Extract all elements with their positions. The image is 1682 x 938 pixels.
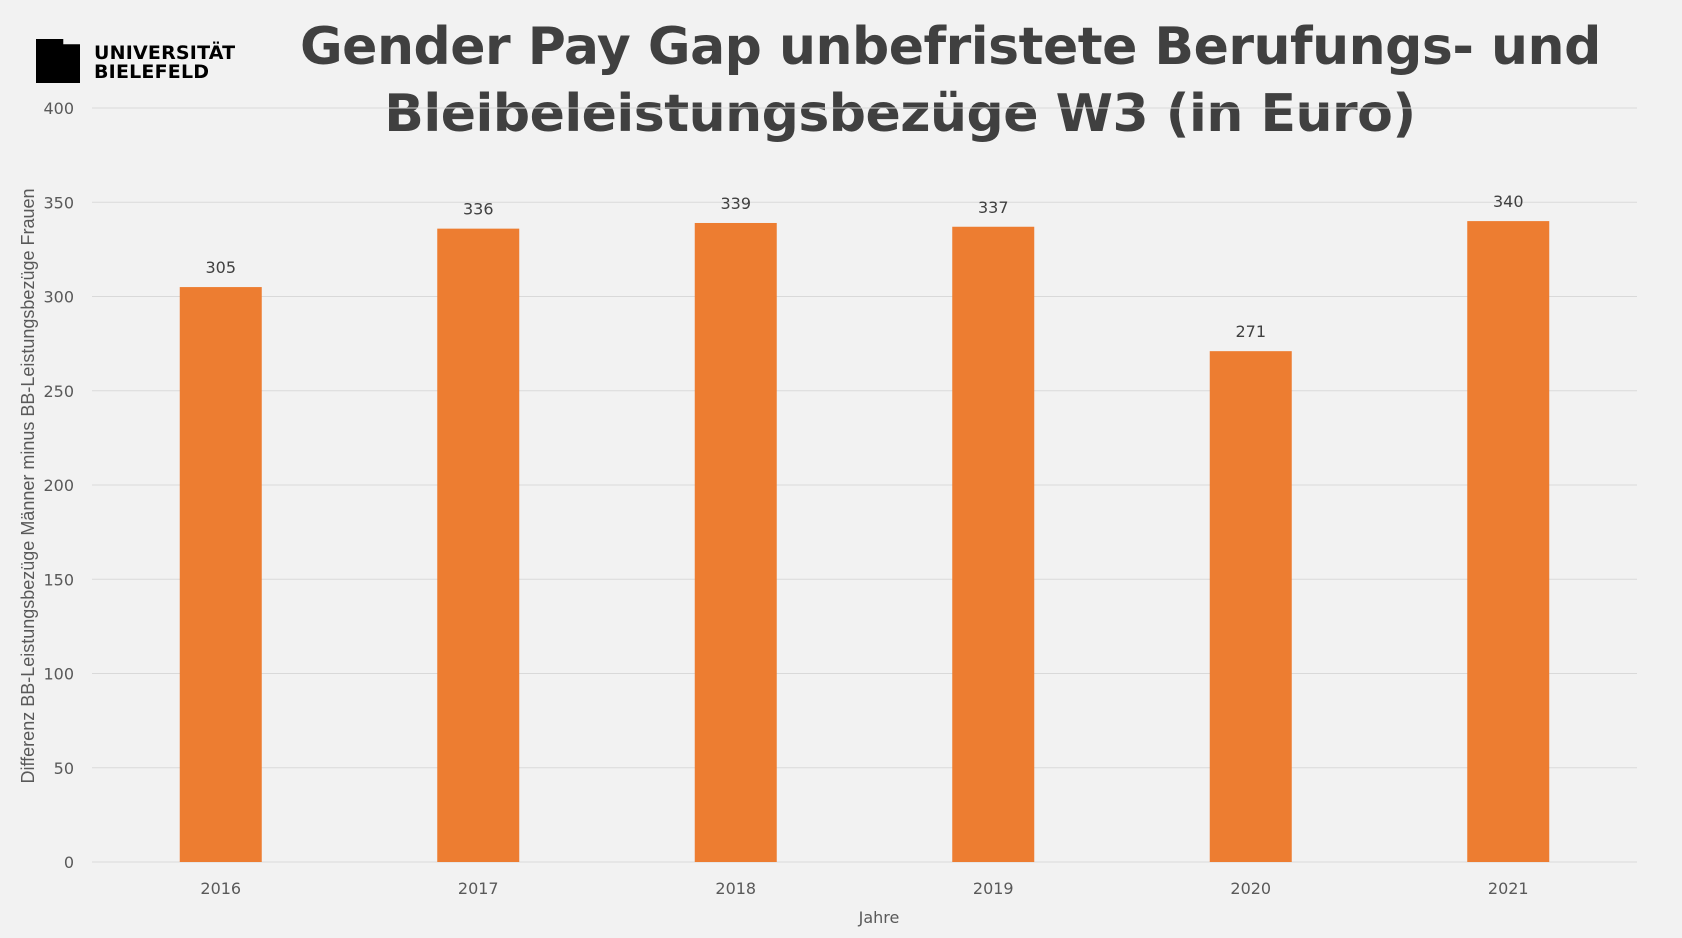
y-tick-label-350: 350 <box>43 193 74 212</box>
bar-2021 <box>1467 221 1550 863</box>
data-label-2020: 271 <box>1235 322 1266 341</box>
data-label-2017: 336 <box>463 200 494 219</box>
x-tick-label-2016: 2016 <box>200 879 241 898</box>
y-tick-label-200: 200 <box>43 476 74 495</box>
y-tick-label-250: 250 <box>43 382 74 401</box>
data-label-2021: 340 <box>1493 192 1524 211</box>
chart-title: Gender Pay Gap unbefristete Berufungs- u… <box>300 14 1601 148</box>
bars <box>179 221 1550 863</box>
logo-line-1: UNIVERSITÄT <box>94 42 236 64</box>
gridlines <box>92 107 1637 863</box>
data-label-2019: 337 <box>978 198 1009 217</box>
y-axis-ticks: 0 50 100 150 200 250 300 350 400 <box>43 99 74 872</box>
y-tick-label-150: 150 <box>43 570 74 589</box>
data-labels: 305 336 339 337 271 340 <box>205 192 1523 341</box>
x-tick-label-2017: 2017 <box>458 879 499 898</box>
x-tick-label-2021: 2021 <box>1488 879 1529 898</box>
y-axis-title: Differenz BB-Leistungsbezüge Männer minu… <box>18 188 38 783</box>
logo-text: UNIVERSITÄT BIELEFELD <box>94 44 235 82</box>
x-tick-label-2020: 2020 <box>1230 879 1271 898</box>
x-tick-label-2018: 2018 <box>715 879 756 898</box>
bar-2019 <box>952 226 1035 862</box>
bar-2020 <box>1209 351 1292 862</box>
logo-line-2: BIELEFELD <box>94 61 210 83</box>
bar-2017 <box>437 228 520 862</box>
y-tick-label-400: 400 <box>43 99 74 118</box>
data-label-2016: 305 <box>205 258 236 277</box>
chart-title-line-2: Bleibeleistungsbezüge W3 (in Euro) <box>384 84 1416 144</box>
chart-title-line-1: Gender Pay Gap unbefristete Berufungs- u… <box>300 17 1601 77</box>
x-tick-label-2019: 2019 <box>973 879 1014 898</box>
y-tick-label-300: 300 <box>43 288 74 307</box>
y-tick-label-100: 100 <box>43 665 74 684</box>
y-tick-label-0: 0 <box>64 853 74 872</box>
y-tick-label-50: 50 <box>54 759 74 778</box>
data-label-2018: 339 <box>720 194 751 213</box>
bar-2018 <box>694 222 777 863</box>
x-axis-title: Jahre <box>858 908 900 927</box>
university-logo: UNIVERSITÄT BIELEFELD <box>36 39 235 83</box>
logo-mark-icon <box>36 39 80 83</box>
bar-2016 <box>179 287 262 862</box>
x-axis-ticks: 2016 2017 2018 2019 2020 2021 <box>200 879 1528 898</box>
